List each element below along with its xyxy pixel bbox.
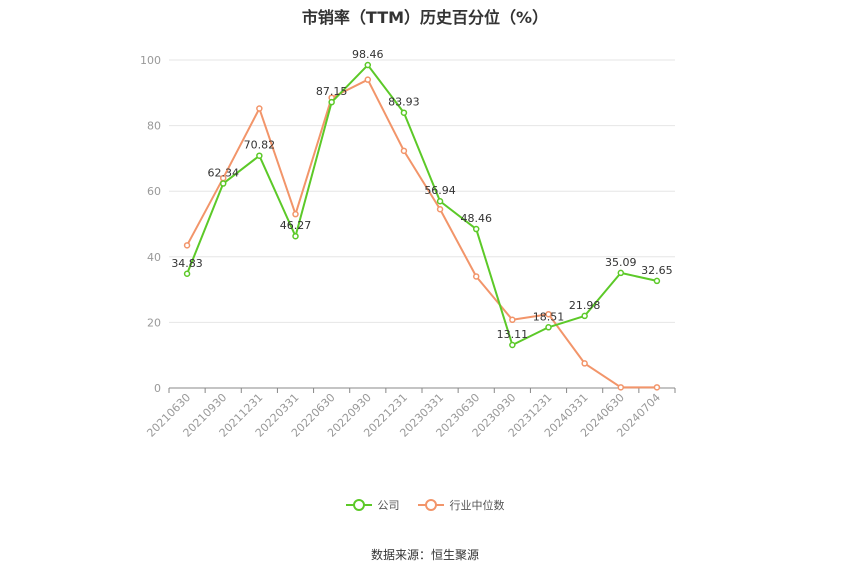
- legend-item-industry-median[interactable]: 行业中位数: [417, 497, 505, 513]
- axis-layer: 0204060801002021063020210930202112312022…: [140, 54, 676, 440]
- source-note: 数据来源：恒生聚源: [370, 548, 479, 562]
- data-point-industry-median: [183, 242, 191, 249]
- legend-label-industry-median: 行业中位数: [449, 499, 505, 512]
- label-layer: 34.83 62.34 70.82 46.27 87.15 98.46 83.93 56.94…: [171, 48, 672, 341]
- series-layer: [183, 61, 661, 391]
- data-point-industry-median: [545, 310, 552, 318]
- data-point-company: [328, 98, 335, 106]
- data-label-company: 18.51: [533, 310, 565, 323]
- data-label-company: 87.15: [316, 85, 348, 98]
- data-point-company: [256, 152, 263, 159]
- data-point-company: [183, 270, 191, 278]
- y-tick-label: 100: [140, 54, 161, 67]
- data-label-company: 35.09: [605, 256, 637, 269]
- data-point-industry-median: [400, 147, 408, 155]
- data-point-industry-median: [364, 76, 372, 83]
- data-label-company: 46.27: [280, 219, 312, 232]
- data-point-industry-median: [509, 316, 516, 324]
- data-point-industry-median: [617, 384, 625, 391]
- legend: 公司 行业中位数: [0, 497, 850, 513]
- data-point-industry-median: [292, 210, 299, 218]
- data-point-industry-median: [472, 273, 480, 280]
- data-point-company: [364, 61, 372, 69]
- data-point-industry-median: [581, 360, 588, 367]
- legend-swatch-industry-median: [417, 499, 444, 511]
- legend-item-company[interactable]: 公司: [345, 497, 400, 513]
- data-label-company: 34.83: [171, 257, 203, 270]
- legend-swatch-company: [345, 499, 372, 511]
- y-tick-label: 60: [147, 185, 161, 198]
- data-label-company: 98.46: [352, 48, 384, 61]
- y-tick-label: 20: [147, 316, 161, 329]
- data-point-company: [436, 197, 444, 205]
- data-label-company: 62.34: [207, 167, 239, 180]
- data-point-company: [292, 232, 299, 240]
- data-label-company: 48.46: [460, 212, 492, 225]
- data-label-company: 21.98: [569, 299, 601, 312]
- data-point-company: [581, 312, 588, 320]
- data-point-industry-median: [653, 384, 661, 391]
- data-point-industry-median: [436, 205, 444, 213]
- data-point-industry-median: [256, 105, 263, 112]
- y-tick-label: 0: [154, 382, 161, 395]
- data-label-company: 56.94: [424, 184, 456, 197]
- data-label-company: 13.11: [497, 328, 529, 341]
- series-line-company: [186, 64, 658, 346]
- data-point-company: [509, 341, 516, 349]
- data-point-company: [617, 269, 625, 277]
- data-label-company: 83.93: [388, 96, 420, 109]
- data-label-company: 32.65: [641, 264, 673, 277]
- data-label-company: 70.82: [244, 139, 276, 152]
- data-point-company: [219, 180, 227, 187]
- series-line-industry-median: [186, 78, 657, 389]
- y-tick-label: 80: [147, 120, 161, 133]
- legend-label-company: 公司: [377, 499, 400, 512]
- grid-layer: [169, 59, 675, 323]
- data-point-company: [472, 225, 480, 233]
- chart-title: 市销率（TTM）历史百分位（%）: [301, 8, 549, 27]
- y-tick-label: 40: [147, 251, 161, 264]
- data-point-company: [545, 324, 552, 331]
- data-point-company: [653, 277, 661, 285]
- data-point-company: [400, 109, 408, 116]
